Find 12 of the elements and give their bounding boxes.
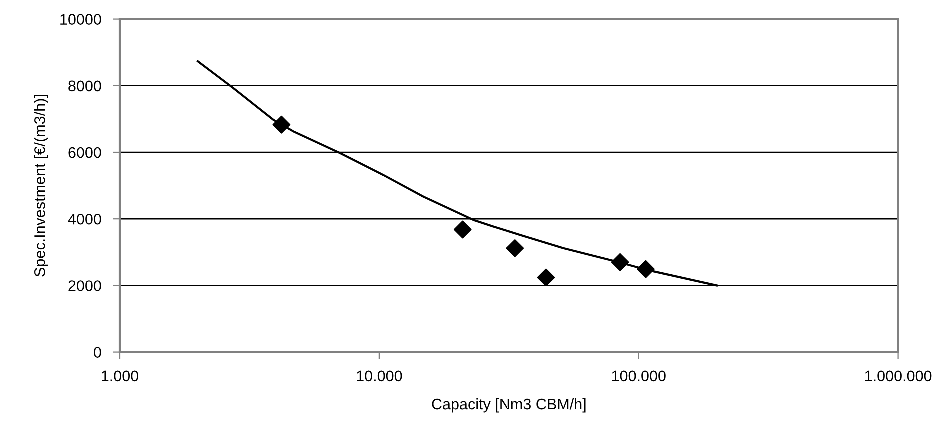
y-tick-label: 10000 [60, 14, 102, 25]
x-tick-label: 10.000 [357, 370, 402, 382]
y-tick-label: 8000 [68, 80, 102, 92]
y-tick-label: 0 [94, 347, 102, 358]
x-tick-label: 1.000.000 [865, 370, 932, 382]
y-tick-label: 2000 [68, 280, 102, 292]
x-tick-label: 100.000 [612, 370, 666, 382]
y-axis-title: Spec.Investment [€/(m3/h)] [34, 95, 48, 277]
y-tick-label: 6000 [68, 147, 102, 158]
x-tick-label: 1.000 [102, 370, 139, 382]
x-axis-title: Capacity [Nm3 CBM/h] [432, 398, 586, 413]
y-tick-label: 4000 [68, 214, 102, 225]
